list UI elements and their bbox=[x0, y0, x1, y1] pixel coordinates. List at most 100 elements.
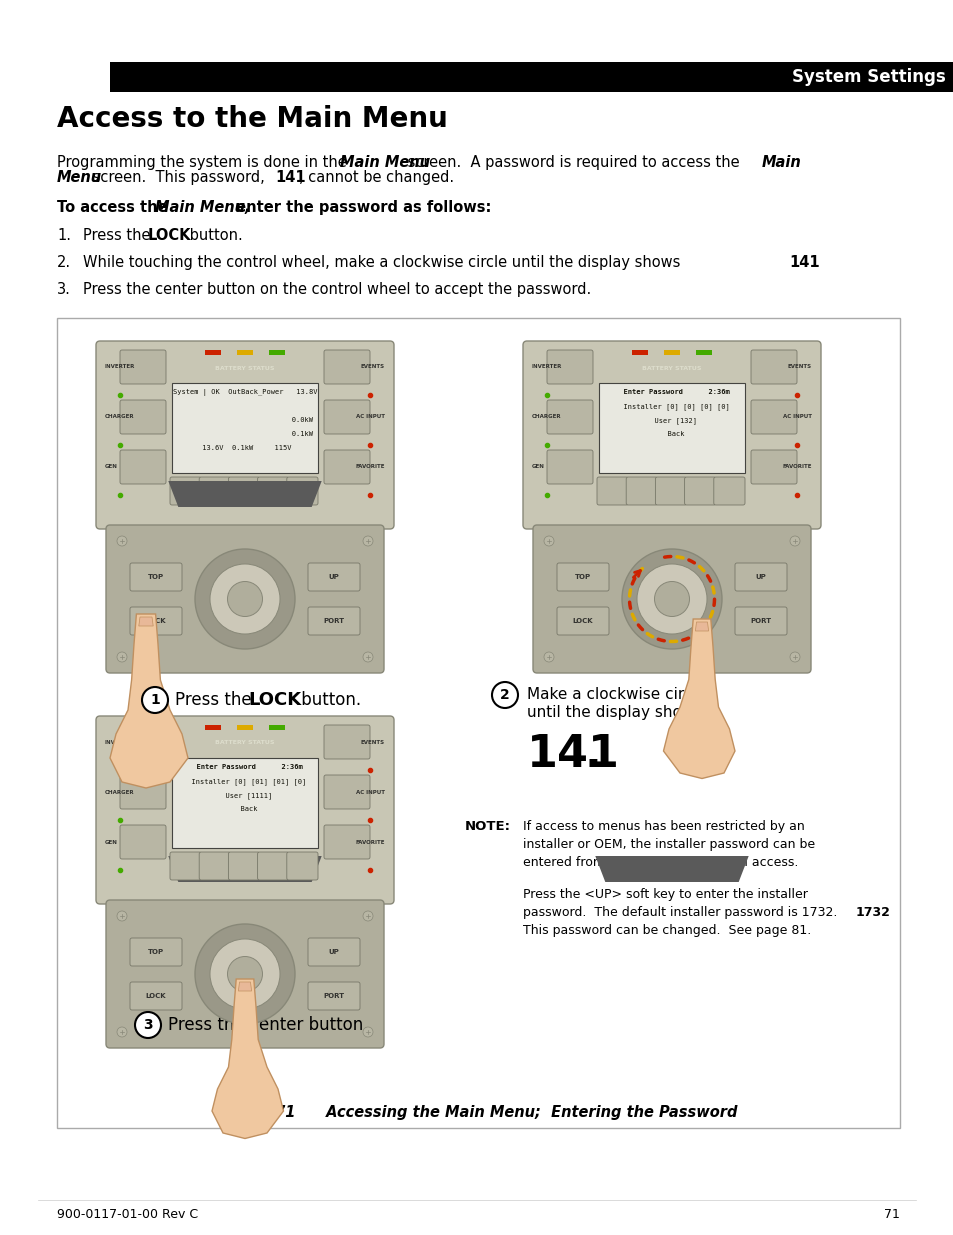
Circle shape bbox=[194, 550, 294, 650]
Text: While touching the control wheel, make a clockwise circle until the display show: While touching the control wheel, make a… bbox=[83, 254, 684, 270]
Text: Press the: Press the bbox=[174, 692, 256, 709]
Bar bbox=[57, 317, 899, 1128]
Circle shape bbox=[789, 536, 800, 546]
Text: Installer [0] [0] [0] [0]: Installer [0] [0] [0] [0] bbox=[614, 403, 729, 410]
Text: CHARGER: CHARGER bbox=[532, 415, 561, 420]
Text: screen.  A password is required to access the: screen. A password is required to access… bbox=[402, 156, 743, 170]
Text: System | OK  OutBack_Power   13.8V: System | OK OutBack_Power 13.8V bbox=[172, 389, 317, 396]
Polygon shape bbox=[168, 856, 321, 882]
Text: BATTERY STATUS: BATTERY STATUS bbox=[641, 366, 701, 370]
Circle shape bbox=[194, 924, 294, 1024]
FancyBboxPatch shape bbox=[199, 477, 231, 505]
Text: LOCK: LOCK bbox=[248, 692, 301, 709]
Circle shape bbox=[227, 582, 262, 616]
FancyBboxPatch shape bbox=[713, 477, 744, 505]
Text: EVENTS: EVENTS bbox=[787, 364, 811, 369]
Bar bbox=[172, 758, 317, 848]
Text: TOP: TOP bbox=[148, 948, 164, 955]
Text: 141: 141 bbox=[274, 170, 305, 185]
Bar bbox=[172, 383, 317, 473]
FancyBboxPatch shape bbox=[546, 450, 593, 484]
Polygon shape bbox=[138, 618, 153, 626]
Text: button.: button. bbox=[185, 228, 242, 243]
Bar bbox=[236, 350, 253, 354]
Text: INVERTER: INVERTER bbox=[532, 364, 561, 369]
FancyBboxPatch shape bbox=[287, 477, 317, 505]
FancyBboxPatch shape bbox=[546, 350, 593, 384]
FancyBboxPatch shape bbox=[120, 825, 166, 860]
Text: User [132]: User [132] bbox=[646, 417, 697, 424]
Text: Press the center button on the control wheel to accept the password.: Press the center button on the control w… bbox=[83, 282, 591, 296]
FancyBboxPatch shape bbox=[308, 939, 359, 966]
Text: EVENTS: EVENTS bbox=[360, 364, 385, 369]
FancyBboxPatch shape bbox=[120, 776, 166, 809]
FancyBboxPatch shape bbox=[106, 525, 384, 673]
Text: screen.  This password,: screen. This password, bbox=[88, 170, 269, 185]
Polygon shape bbox=[238, 982, 252, 990]
Circle shape bbox=[654, 582, 689, 616]
Bar bbox=[269, 725, 285, 730]
FancyBboxPatch shape bbox=[170, 852, 201, 881]
FancyBboxPatch shape bbox=[324, 725, 370, 760]
FancyBboxPatch shape bbox=[625, 477, 657, 505]
FancyBboxPatch shape bbox=[96, 716, 394, 904]
Text: TOP: TOP bbox=[575, 574, 591, 580]
Text: Make a clockwise circle: Make a clockwise circle bbox=[526, 687, 705, 701]
FancyBboxPatch shape bbox=[228, 852, 259, 881]
Circle shape bbox=[363, 652, 373, 662]
Circle shape bbox=[117, 536, 127, 546]
Text: EVENTS: EVENTS bbox=[360, 740, 385, 745]
FancyBboxPatch shape bbox=[324, 776, 370, 809]
Text: PORT: PORT bbox=[323, 618, 344, 624]
Text: UP: UP bbox=[328, 948, 339, 955]
FancyBboxPatch shape bbox=[170, 477, 201, 505]
Text: FAVORITE: FAVORITE bbox=[355, 464, 385, 469]
FancyBboxPatch shape bbox=[96, 341, 394, 529]
FancyBboxPatch shape bbox=[324, 825, 370, 860]
Text: FAVORITE: FAVORITE bbox=[781, 464, 811, 469]
FancyBboxPatch shape bbox=[655, 477, 686, 505]
Text: 2: 2 bbox=[499, 688, 509, 701]
Circle shape bbox=[543, 536, 554, 546]
Text: PORT: PORT bbox=[323, 993, 344, 999]
Circle shape bbox=[135, 1011, 161, 1037]
Text: UP: UP bbox=[755, 574, 765, 580]
FancyBboxPatch shape bbox=[130, 982, 182, 1010]
Circle shape bbox=[543, 652, 554, 662]
Circle shape bbox=[637, 564, 706, 634]
Bar bbox=[110, 62, 953, 91]
Circle shape bbox=[117, 652, 127, 662]
Text: CHARGER: CHARGER bbox=[105, 415, 134, 420]
FancyBboxPatch shape bbox=[228, 477, 259, 505]
Text: 0.1kW: 0.1kW bbox=[177, 431, 313, 437]
Text: BATTERY STATUS: BATTERY STATUS bbox=[215, 366, 274, 370]
Text: To access the: To access the bbox=[57, 200, 172, 215]
Polygon shape bbox=[110, 614, 188, 788]
Text: Press the <UP> soft key to enter the installer
password.  The default installer : Press the <UP> soft key to enter the ins… bbox=[522, 888, 837, 937]
Polygon shape bbox=[212, 979, 283, 1139]
Text: until the display shows: until the display shows bbox=[526, 705, 701, 720]
FancyBboxPatch shape bbox=[750, 350, 796, 384]
Bar bbox=[663, 350, 679, 354]
Text: INVERTER: INVERTER bbox=[105, 740, 135, 745]
Text: Figure 71      Accessing the Main Menu;  Entering the Password: Figure 71 Accessing the Main Menu; Enter… bbox=[216, 1105, 737, 1120]
Bar bbox=[236, 725, 253, 730]
Text: Programming the system is done in the: Programming the system is done in the bbox=[57, 156, 351, 170]
Text: NOTE:: NOTE: bbox=[464, 820, 511, 832]
FancyBboxPatch shape bbox=[750, 400, 796, 433]
Text: INVERTER: INVERTER bbox=[105, 364, 135, 369]
Text: FAVORITE: FAVORITE bbox=[355, 840, 385, 845]
Text: GEN: GEN bbox=[105, 464, 118, 469]
FancyBboxPatch shape bbox=[557, 563, 608, 592]
Text: GEN: GEN bbox=[532, 464, 544, 469]
Text: 1: 1 bbox=[150, 693, 160, 706]
Text: LOCK: LOCK bbox=[572, 618, 593, 624]
Text: enter the password as follows:: enter the password as follows: bbox=[231, 200, 491, 215]
Text: 0.0kW: 0.0kW bbox=[177, 417, 313, 424]
FancyBboxPatch shape bbox=[734, 606, 786, 635]
FancyBboxPatch shape bbox=[199, 852, 231, 881]
Text: 141: 141 bbox=[788, 254, 819, 270]
Text: Installer [0] [01] [01] [0]: Installer [0] [01] [01] [0] bbox=[183, 778, 306, 784]
Circle shape bbox=[210, 564, 280, 634]
Text: .: . bbox=[584, 734, 601, 776]
